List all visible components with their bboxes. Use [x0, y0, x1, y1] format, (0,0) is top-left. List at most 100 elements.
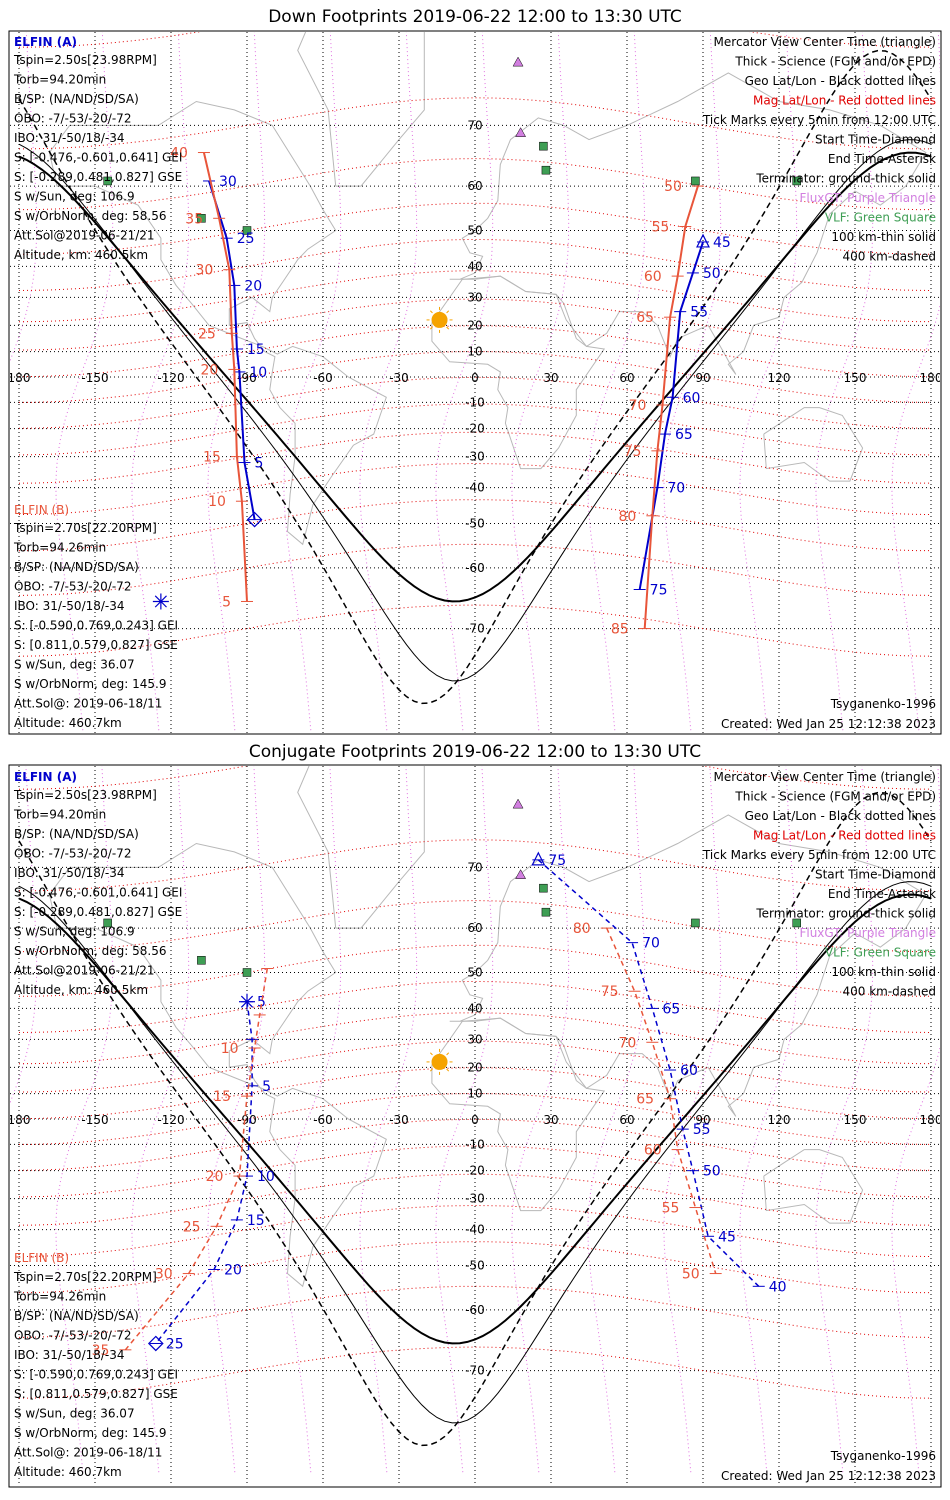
terminator-lines — [18, 791, 932, 1447]
mag-parallel — [18, 499, 932, 552]
coastline-2 — [449, 72, 927, 375]
asterisk-icon — [152, 593, 169, 610]
triangle-icon — [696, 233, 710, 248]
elfin-b-info-line: S w/OrbNorm, deg: 145.9 — [14, 1426, 166, 1440]
elfin-a-info-line: S: [-0.476,-0.601,0.641] GEI — [14, 151, 182, 165]
sun-disk — [431, 311, 448, 328]
map-content: 180 -150 -120 -90 -60 -30 0 30 60 90 120 150 180 70 60… — [10, 32, 943, 733]
terminator-lines — [18, 49, 932, 705]
track-time-label: 50 — [703, 266, 721, 282]
mag-parallel — [18, 944, 932, 997]
x-tick-label: -150 — [81, 371, 108, 385]
track-time-label: 30 — [195, 263, 213, 279]
y-tick-label: 20 — [467, 1060, 482, 1074]
satellite-tracks: 3025201510545505560657075403530252015105… — [152, 146, 731, 638]
legend-entry: Geo Lat/Lon - Black dotted lines — [745, 809, 936, 823]
x-tick-label: 30 — [543, 1113, 558, 1127]
x-tick-label: 180 — [920, 371, 943, 385]
green-square-icon — [792, 918, 801, 928]
created-label: Created: Wed Jan 25 12:12:38 2023 — [721, 1469, 936, 1483]
green-square-icon — [691, 918, 700, 928]
elfin-b-info-line: S: [-0.590,0.769,0.243] GEI — [14, 619, 178, 633]
sun-ray — [429, 1068, 433, 1072]
x-tick-label: -30 — [389, 371, 409, 385]
track-time-label: 65 — [636, 1092, 654, 1108]
coastline-3 — [431, 275, 606, 470]
geo-grid — [10, 32, 940, 733]
mag-parallel — [18, 1145, 932, 1198]
overlay-layer: ELFIN (A) Tspin=2.50s[23.98RPM] Torb=94.2… — [13, 35, 936, 731]
mag-parallel — [18, 158, 932, 211]
elfin-b-info-line: Torb=94.26min — [13, 541, 106, 555]
track-time-label: 25 — [198, 326, 216, 342]
y-tick-label: 10 — [467, 345, 482, 359]
panel-title: Conjugate Footprints 2019-06-22 12:00 to… — [249, 742, 701, 762]
track-line — [537, 859, 760, 1287]
elfin-b-info-line: Tspin=2.70s[22.20RPM] — [13, 1270, 157, 1284]
elfin-a-info-line: Tspin=2.50s[23.98RPM] — [13, 53, 157, 67]
green-square-icon — [539, 883, 548, 893]
elfin-b-info-line: OBO: -7/-53/-20/-72 — [14, 1329, 131, 1343]
x-tick-label: 30 — [543, 371, 558, 385]
track-time-label: 70 — [619, 1035, 637, 1051]
y-tick-label: -50 — [465, 1259, 485, 1273]
green-square-icon — [103, 176, 112, 186]
y-tick-label: 10 — [467, 1087, 482, 1101]
asterisk-stroke — [154, 595, 167, 608]
track-time-label: 75 — [601, 984, 619, 1000]
legend-entry: 400 km-dashed — [842, 250, 936, 264]
track-time-label: 70 — [642, 936, 660, 952]
x-tick-label: 180 — [8, 1113, 31, 1127]
purple-triangle-icon — [512, 798, 524, 809]
track-time-label: 5 — [257, 995, 266, 1011]
y-tick-label: -10 — [465, 395, 485, 409]
legend-entry: VLF: Green Square — [825, 946, 936, 960]
mag-parallels — [18, 32, 932, 657]
legend-entry: Mag Lat/Lon - Red dotted lines — [753, 94, 936, 108]
sun-ray — [446, 326, 450, 330]
sun-ray — [446, 310, 450, 314]
track-time-label: 25 — [183, 1219, 201, 1235]
track-time-label: 15 — [203, 450, 221, 466]
y-tick-label: -60 — [465, 561, 485, 575]
x-tick-label: -60 — [313, 371, 333, 385]
y-tick-label: 20 — [467, 318, 482, 332]
elfin-a-info-line: Altitude, km: 460.5km — [14, 248, 148, 262]
track-time-label: 50 — [682, 1267, 700, 1283]
mag-parallel — [18, 1204, 932, 1257]
elfin-b-info: Tspin=2.70s[22.20RPM] Torb=94.26min B/SP: … — [13, 1270, 178, 1479]
sun-ray — [429, 326, 433, 330]
y-tick-label: -60 — [465, 1303, 485, 1317]
mag-parallel — [18, 403, 932, 456]
mag-parallel — [18, 900, 932, 953]
map-layer: 180 -150 -120 -90 -60 -30 0 30 60 90 120 150 180 70 60… — [8, 766, 940, 1486]
terminator-ground — [18, 893, 932, 1345]
asterisk-stroke — [240, 995, 254, 1008]
track-time-label: 60 — [683, 390, 701, 406]
elfin-a-info: Tspin=2.50s[23.98RPM] Torb=94.20min B/SP: … — [13, 788, 182, 997]
coastline-2 — [449, 814, 927, 1117]
elfin-b-info-line: S: [0.811,0.579,0.827] GSE — [14, 1387, 178, 1401]
track-time-label: 15 — [247, 342, 265, 358]
asterisk-icon — [239, 993, 255, 1010]
sun-icon — [426, 306, 453, 333]
y-tick-label: -20 — [465, 1164, 485, 1178]
axis-labels: 180 -150 -120 -90 -60 -30 0 30 60 90 120 150 180 70 60… — [8, 860, 940, 1377]
elfin-a-info-line: S w/Sun, deg: 106.9 — [14, 925, 135, 939]
x-tick-label: -60 — [313, 1113, 333, 1127]
mag-parallel — [18, 1093, 932, 1145]
coastline-4 — [763, 1149, 864, 1224]
green-square-icon — [242, 968, 252, 977]
elfin-b-info-line: B/SP: (NA/ND/SD/SA) — [14, 1309, 139, 1323]
track-time-label: 10 — [208, 494, 226, 510]
green-square-icon — [541, 907, 551, 917]
track-line — [643, 185, 699, 629]
legend-entry: Mag Lat/Lon - Red dotted lines — [753, 829, 936, 843]
track-time-label: 70 — [667, 481, 685, 497]
track-time-label: 55 — [662, 1201, 680, 1217]
green-square-icon — [242, 226, 252, 235]
x-tick-label: 150 — [844, 371, 867, 385]
terminator-100km — [18, 881, 932, 1424]
mag-parallel — [18, 298, 932, 351]
track-time-label: 75 — [548, 853, 566, 869]
